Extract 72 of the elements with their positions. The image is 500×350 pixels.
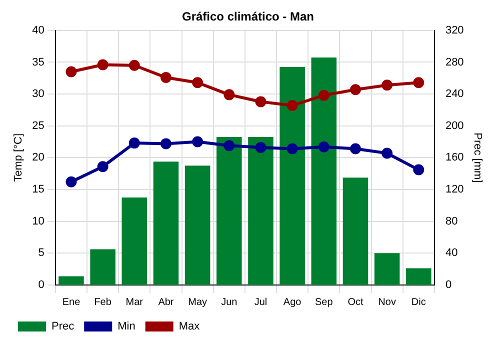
point (224, 140, 235, 152)
y2-tick-label: 120 (445, 184, 464, 196)
point (192, 136, 204, 148)
point (128, 138, 140, 149)
y2-tick-label: 40 (445, 247, 458, 260)
x-tick-label: Sep (315, 296, 334, 308)
legend-label: Max (178, 320, 200, 333)
y2-tick-label: 320 (445, 24, 464, 36)
bar (58, 276, 84, 285)
x-tick-label: Jul (254, 296, 268, 308)
x-tick-label: Ene (62, 296, 81, 308)
y-tick-label: 5 (38, 247, 44, 260)
bar (406, 268, 432, 285)
x-tick-label: Jun (221, 296, 238, 308)
x-tick-label: Dic (411, 296, 426, 308)
point (413, 77, 424, 88)
bar (153, 162, 179, 285)
y-tick-label: 35 (32, 56, 44, 68)
point (160, 138, 172, 150)
bar (122, 197, 148, 285)
bar (311, 57, 337, 285)
point (224, 89, 235, 100)
y-tick-label: 20 (32, 152, 44, 164)
point (160, 72, 172, 83)
y-tick-label: 10 (32, 215, 44, 228)
x-tick-label: Ago (283, 296, 302, 308)
y2-tick-label: 280 (445, 56, 464, 68)
point (413, 164, 424, 176)
point (66, 66, 77, 78)
chart-title: Gráfico climático - Man (182, 10, 314, 24)
bar (248, 137, 274, 285)
y2-axis-title: Prec [mm] (471, 132, 484, 183)
bar (90, 249, 116, 285)
point (255, 96, 266, 108)
point (286, 100, 298, 112)
y-tick-label: 30 (32, 88, 44, 100)
bar (216, 137, 242, 285)
point (255, 142, 266, 154)
y2-tick-label: 240 (445, 88, 464, 100)
x-tick-label: Oct (348, 296, 364, 308)
point (350, 84, 361, 96)
point (97, 161, 108, 172)
point (128, 60, 140, 71)
x-tick-label: Nov (378, 296, 396, 308)
x-tick-label: Abr (158, 296, 174, 308)
y2-tick-label: 80 (445, 215, 458, 228)
point (192, 77, 204, 88)
bar (342, 178, 368, 285)
y2-tick-label: 0 (445, 279, 452, 292)
y-axis-title: Temp [°C] (12, 133, 25, 182)
y-tick-label: 0 (38, 279, 44, 292)
bar (184, 166, 210, 285)
y-tick-label: 15 (32, 184, 44, 196)
y-tick-label: 40 (32, 24, 44, 36)
x-tick-label: May (188, 296, 208, 308)
y2-tick-label: 200 (445, 120, 464, 132)
bar (280, 67, 305, 285)
legend-label: Prec (52, 320, 75, 333)
point (382, 148, 393, 159)
y2-tick-label: 160 (445, 152, 464, 164)
point (350, 143, 361, 154)
x-tick-label: Mar (126, 296, 144, 308)
point (382, 80, 393, 91)
bar (374, 253, 400, 285)
point (97, 59, 108, 70)
y-tick-label: 25 (32, 120, 44, 132)
legend-label: Min (118, 320, 136, 333)
point (66, 176, 77, 188)
point (318, 141, 330, 152)
point (318, 90, 330, 101)
x-tick-label: Feb (94, 296, 112, 308)
point (286, 143, 298, 154)
